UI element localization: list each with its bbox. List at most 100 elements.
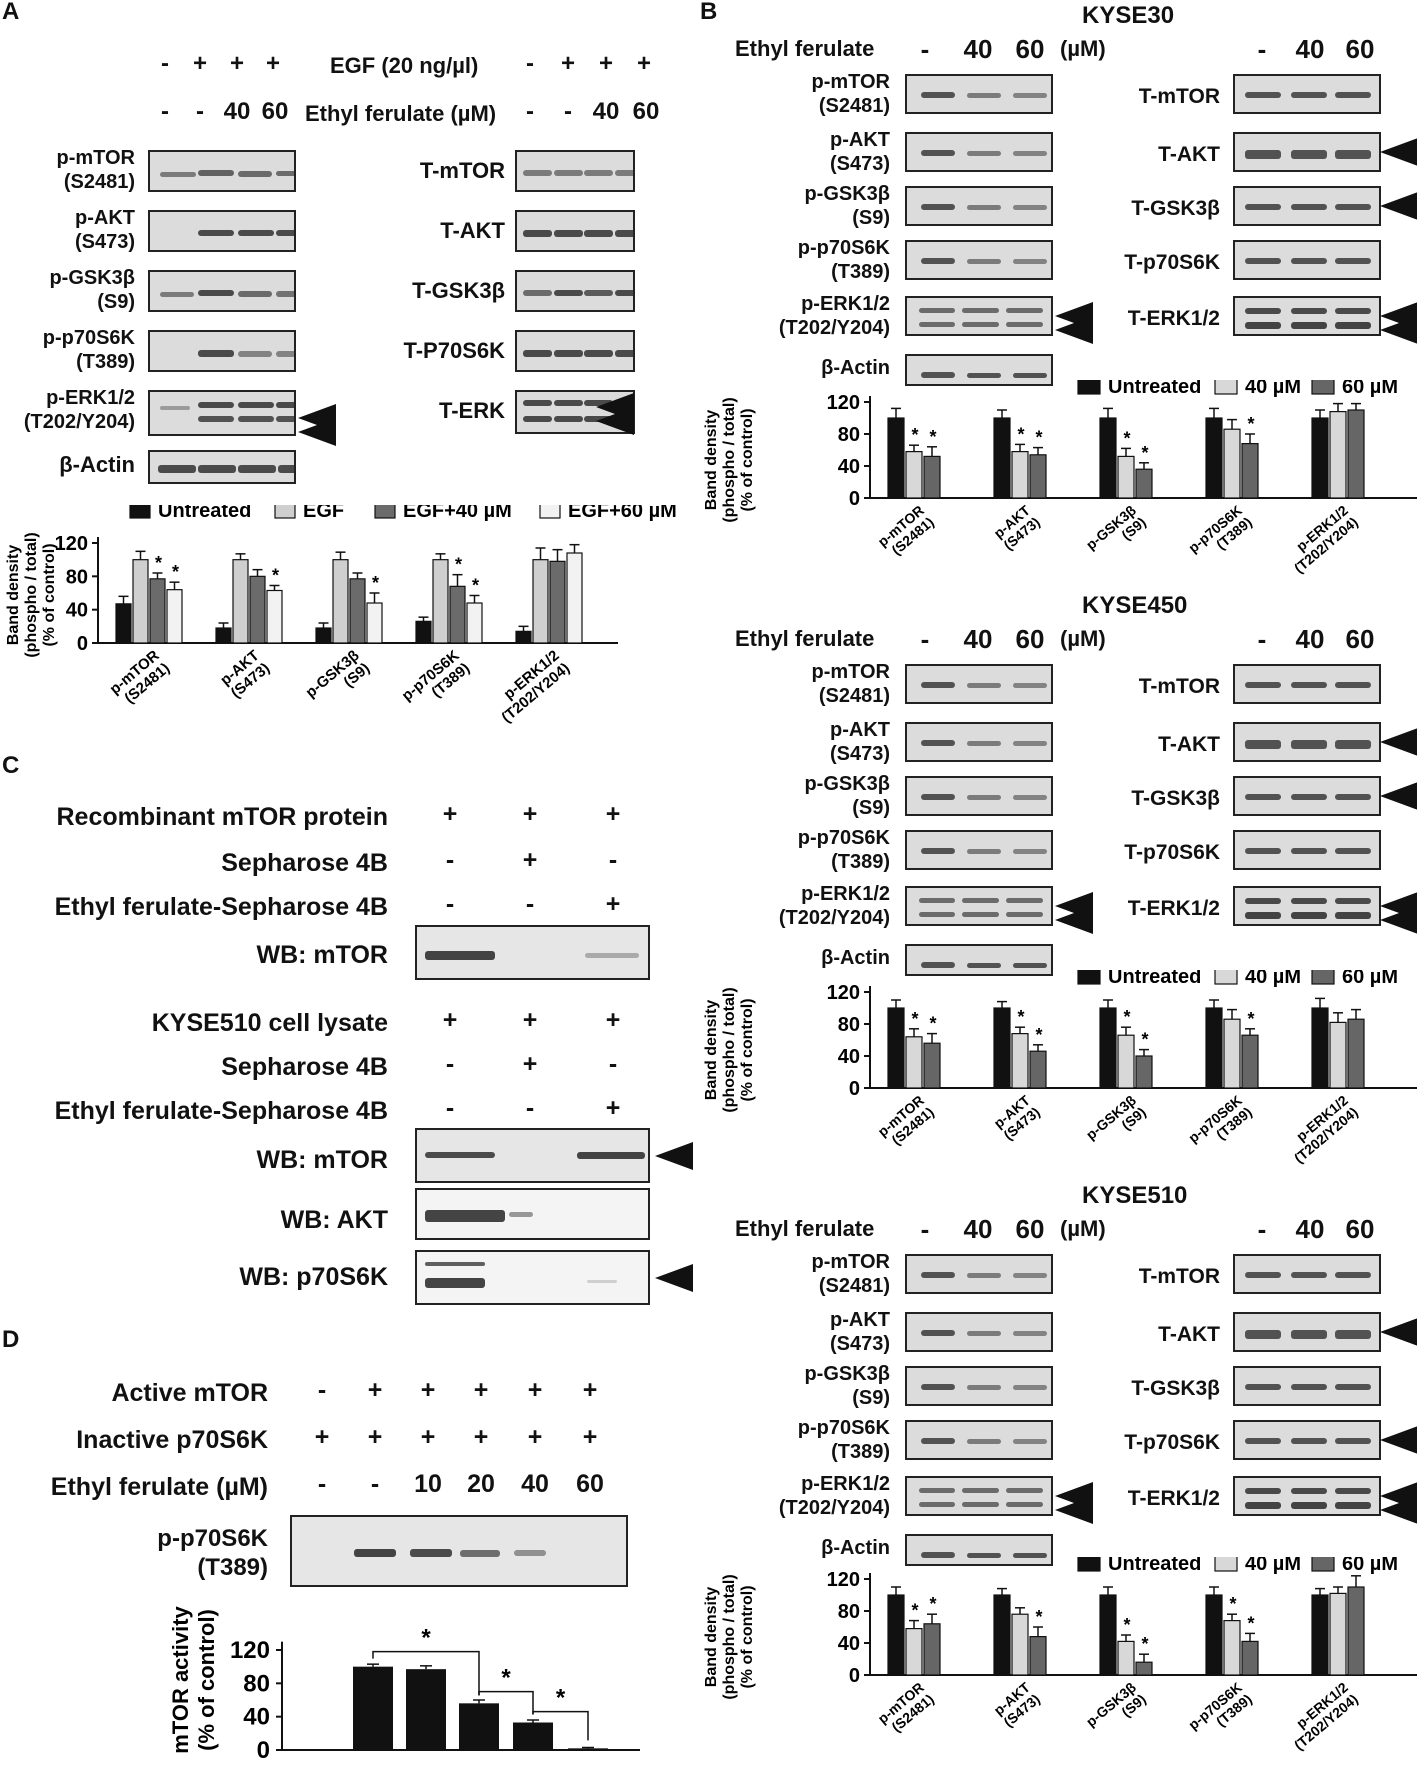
legend-label: Untreated xyxy=(1108,970,1201,988)
bar xyxy=(1099,417,1117,499)
dose-mark: 40 xyxy=(963,1214,993,1244)
bar xyxy=(1311,1594,1329,1676)
category-label: p-AKT(S473) xyxy=(990,1092,1043,1143)
y-axis-label: (phospho / total) xyxy=(23,532,40,657)
total-label: T-GSK3β xyxy=(1131,1377,1220,1400)
condition-mark: + xyxy=(420,1423,436,1451)
total-blot-band xyxy=(1245,682,1281,688)
legend-swatch xyxy=(274,505,296,519)
condition-label: KYSE510 cell lysate xyxy=(151,1009,388,1037)
phospho-label: p-AKT (S473) xyxy=(829,1309,890,1355)
arrowhead-icon xyxy=(1380,1318,1417,1346)
p70s6k-lysate-blot-band xyxy=(425,1278,485,1288)
category-label: p-GSK3β(S9) xyxy=(1083,1679,1149,1742)
total-blot-band xyxy=(1291,898,1327,904)
phospho-blot xyxy=(905,240,1053,280)
phospho-blot xyxy=(905,74,1053,114)
bar xyxy=(993,417,1011,499)
phospho-label: p-ERK1/2 (T202/Y204) xyxy=(778,293,890,339)
condition-mark: + xyxy=(522,1006,538,1034)
phospho-blot-band xyxy=(920,372,956,378)
total-blot-band xyxy=(1245,92,1281,98)
phospho-blot-band xyxy=(966,1439,1002,1444)
total-blot xyxy=(1233,1312,1381,1352)
phospho-label: p-GSK3β (S9) xyxy=(804,1363,890,1409)
total-blot xyxy=(515,330,635,372)
bar xyxy=(459,1703,499,1750)
akt-lysate-blot-band xyxy=(425,1210,505,1222)
total-blot-band xyxy=(1291,258,1327,264)
phospho-blot-band xyxy=(966,741,1002,746)
phospho-blot-band xyxy=(920,848,956,854)
total-blot-band xyxy=(584,290,613,296)
significance-star: * xyxy=(272,566,279,586)
bar xyxy=(115,603,132,644)
bar xyxy=(887,1007,905,1089)
phospho-blot xyxy=(905,354,1053,386)
total-blot-band xyxy=(553,416,583,422)
condition-mark: - xyxy=(445,890,455,918)
phospho-blot-band xyxy=(1012,259,1048,264)
condition-mark: + xyxy=(527,1423,543,1451)
bar xyxy=(1311,1007,1329,1089)
significance-star: * xyxy=(1123,1007,1130,1027)
legend-label: EGF+60 µM xyxy=(568,505,677,522)
bar xyxy=(332,559,349,644)
bar xyxy=(568,1748,608,1750)
total-blot-band xyxy=(1291,682,1327,688)
significance-star: * xyxy=(556,1685,566,1712)
condition-mark: + xyxy=(605,800,621,828)
bar xyxy=(1011,450,1029,499)
arrowhead-icon xyxy=(1380,1426,1417,1454)
mtor-lysate-blot-band xyxy=(577,1152,645,1159)
double-arrowhead-icon xyxy=(596,407,634,435)
total-blot xyxy=(1233,1476,1381,1516)
total-blot-band xyxy=(1291,912,1327,919)
bar xyxy=(1311,417,1329,499)
legend-label: Untreated xyxy=(1108,380,1201,398)
category-label: p-ERK1/2(T202/Y204) xyxy=(1281,1679,1361,1753)
dose-mark: 60 xyxy=(1015,34,1045,64)
phospho-blot xyxy=(148,390,296,436)
condition-mark: - xyxy=(317,1470,327,1498)
phospho-label: p-mTOR (S2481) xyxy=(811,1251,890,1297)
legend-swatch xyxy=(1311,380,1335,395)
total-blot-band xyxy=(1335,682,1371,688)
significance-star: * xyxy=(1035,1025,1042,1045)
condition-mark: - xyxy=(445,1050,455,1078)
double-arrowhead-icon xyxy=(1380,1496,1417,1524)
condition-mark: - xyxy=(445,846,455,874)
legend-swatch xyxy=(374,505,396,519)
phospho-blot-band xyxy=(238,465,276,473)
bar xyxy=(1223,428,1241,499)
bar xyxy=(532,559,549,644)
phospho-blot-band xyxy=(918,1488,956,1493)
phospho-blot-band xyxy=(1012,205,1048,210)
significance-star: * xyxy=(1035,428,1042,448)
bar xyxy=(266,589,283,644)
bar xyxy=(1205,1007,1223,1089)
category-label: p-mTOR(S2481) xyxy=(875,502,937,561)
egf-mark: - xyxy=(526,50,534,77)
significance-star: * xyxy=(372,573,379,593)
condition-mark: + xyxy=(314,1423,330,1451)
wb-label: WB: mTOR xyxy=(256,941,388,969)
chart-b-kyse30: 0 40 80 120 * * p-mTOR(S2481) * * p-AKT(S473) * * p-… xyxy=(703,380,1417,576)
total-blot xyxy=(1233,830,1381,870)
total-blot-band xyxy=(1291,1330,1327,1339)
significance-star: * xyxy=(172,562,179,582)
significance-star: * xyxy=(1017,424,1024,444)
total-label: T-GSK3β xyxy=(1131,197,1220,220)
phospho-blot-band xyxy=(920,1438,956,1444)
bar xyxy=(215,627,232,644)
phospho-blot-band xyxy=(1005,1488,1043,1493)
egf-mark: + xyxy=(265,50,281,77)
bar xyxy=(1241,442,1259,499)
condition-mark: - xyxy=(525,890,535,918)
condition-mark: - xyxy=(525,1094,535,1122)
bar xyxy=(1329,411,1347,499)
total-blot-band xyxy=(1291,204,1327,210)
bar xyxy=(566,552,583,644)
bar xyxy=(149,578,166,644)
ef-mark: 60 xyxy=(632,98,660,125)
